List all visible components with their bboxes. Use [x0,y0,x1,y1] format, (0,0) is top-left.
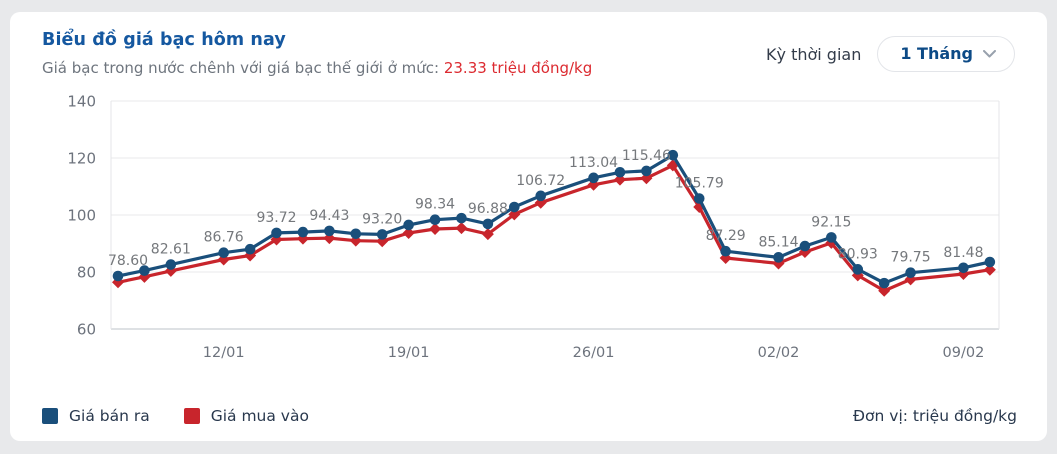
sell-marker[interactable] [826,232,837,243]
sell-marker[interactable] [799,240,811,252]
data-point-label: 92.15 [811,214,851,230]
period-label: Kỳ thời gian [766,44,862,64]
chevron-down-icon [983,49,996,58]
sell-marker[interactable] [773,252,784,263]
y-axis-tick-label: 60 [77,321,96,339]
legend-label-buy: Giá mua vào [210,407,309,425]
sell-marker[interactable] [720,245,731,257]
page-title: Biểu đồ giá bạc hôm nay [42,30,286,50]
data-point-label: 87.29 [706,228,746,244]
buy-marker[interactable] [508,208,521,221]
period-controls: Kỳ thời gian 1 Tháng [766,36,1015,72]
card-header: Biểu đồ giá bạc hôm nay Giá bạc trong nư… [42,30,1017,77]
sell-marker[interactable] [984,256,996,268]
subtitle-text: Giá bạc trong nước chênh với giá bạc thế… [42,59,444,77]
price-chart[interactable]: 60 80 100 120 140 12/01 19/01 26/01 02/02 09/02 78… [10,12,1047,441]
sell-marker[interactable] [324,225,335,237]
sell-marker[interactable] [878,277,890,289]
card-footer: Giá bán ra Giá mua vào Đơn vị: triệu đồn… [42,406,1017,426]
data-point-label: 106.72 [516,173,565,189]
y-axis-tick-label: 120 [67,150,96,168]
x-axis-tick-label: 26/01 [573,345,615,361]
data-point-label: 81.48 [943,245,983,261]
sell-marker[interactable] [641,165,652,177]
x-axis-tick-label: 19/01 [388,345,430,361]
legend-item-sell[interactable]: Giá bán ra [42,407,150,425]
buy-marker[interactable] [983,263,996,276]
sell-marker[interactable] [905,267,916,279]
sell-series-swatch-icon [42,408,58,424]
y-axis-tick-label: 80 [77,264,96,282]
unit-label: Đơn vị: triệu đồng/kg [853,407,1017,425]
data-point-label: 86.76 [204,230,244,246]
data-point-label: 93.20 [362,211,402,227]
data-point-label: 79.75 [891,250,931,266]
data-point-label: 105.79 [675,175,724,191]
legend-item-buy[interactable]: Giá mua vào [183,407,309,425]
silver-price-card: 60 80 100 120 140 12/01 19/01 26/01 02/02 09/02 78… [10,12,1047,441]
period-dropdown-value: 1 Tháng [900,44,973,63]
buy-marker[interactable] [402,226,415,239]
sell-marker[interactable] [112,270,124,282]
sell-marker[interactable] [403,219,414,231]
x-axis-tick-label: 09/02 [943,345,985,361]
sell-marker[interactable] [958,262,969,274]
sell-marker[interactable] [509,201,520,213]
buy-marker[interactable] [481,228,494,241]
data-point-label: 80.93 [838,246,878,262]
legend-label-sell: Giá bán ra [69,407,150,425]
buy-marker[interactable] [455,222,468,235]
buy-marker[interactable] [613,173,626,186]
sell-marker[interactable] [852,264,864,275]
subtitle: Giá bạc trong nước chênh với giá bạc thế… [42,59,1017,77]
sell-marker[interactable] [482,218,494,230]
data-point-label: 94.43 [309,208,349,224]
data-point-label: 115.46 [622,148,671,164]
buy-marker[interactable] [164,264,177,277]
sell-marker[interactable] [588,172,599,184]
buy-marker[interactable] [878,284,891,297]
data-point-label: 93.72 [256,210,296,226]
data-point-label: 82.61 [151,242,191,258]
data-point-label: 85.14 [758,234,798,250]
sell-marker[interactable] [429,214,441,226]
sell-marker[interactable] [297,226,309,238]
sell-marker[interactable] [614,166,626,178]
buy-marker[interactable] [429,222,442,235]
sell-marker[interactable] [165,259,177,270]
y-axis-tick-label: 100 [67,207,96,225]
period-dropdown[interactable]: 1 Tháng [877,36,1015,72]
data-point-label: 98.34 [415,197,455,213]
sell-marker[interactable] [535,190,547,202]
data-point-label: 78.60 [108,253,148,269]
sell-marker[interactable] [139,265,150,276]
data-point-label: 113.04 [569,155,618,171]
sell-marker[interactable] [693,193,705,204]
sell-marker[interactable] [456,212,467,224]
sell-marker[interactable] [376,229,388,240]
sell-marker[interactable] [271,227,282,239]
buy-series-swatch-icon [183,408,200,424]
sell-marker[interactable] [218,247,229,259]
sell-marker[interactable] [350,228,362,240]
legend: Giá bán ra Giá mua vào [42,407,309,425]
sell-marker[interactable] [667,149,679,161]
sell-marker[interactable] [244,243,256,255]
x-axis-tick-label: 12/01 [203,345,245,361]
x-axis-tick-label: 02/02 [758,345,800,361]
buy-line [116,163,992,293]
y-axis-tick-label: 140 [67,93,96,111]
data-point-label: 96.88 [468,201,508,217]
price-difference-value: 23.33 triệu đồng/kg [443,59,593,77]
